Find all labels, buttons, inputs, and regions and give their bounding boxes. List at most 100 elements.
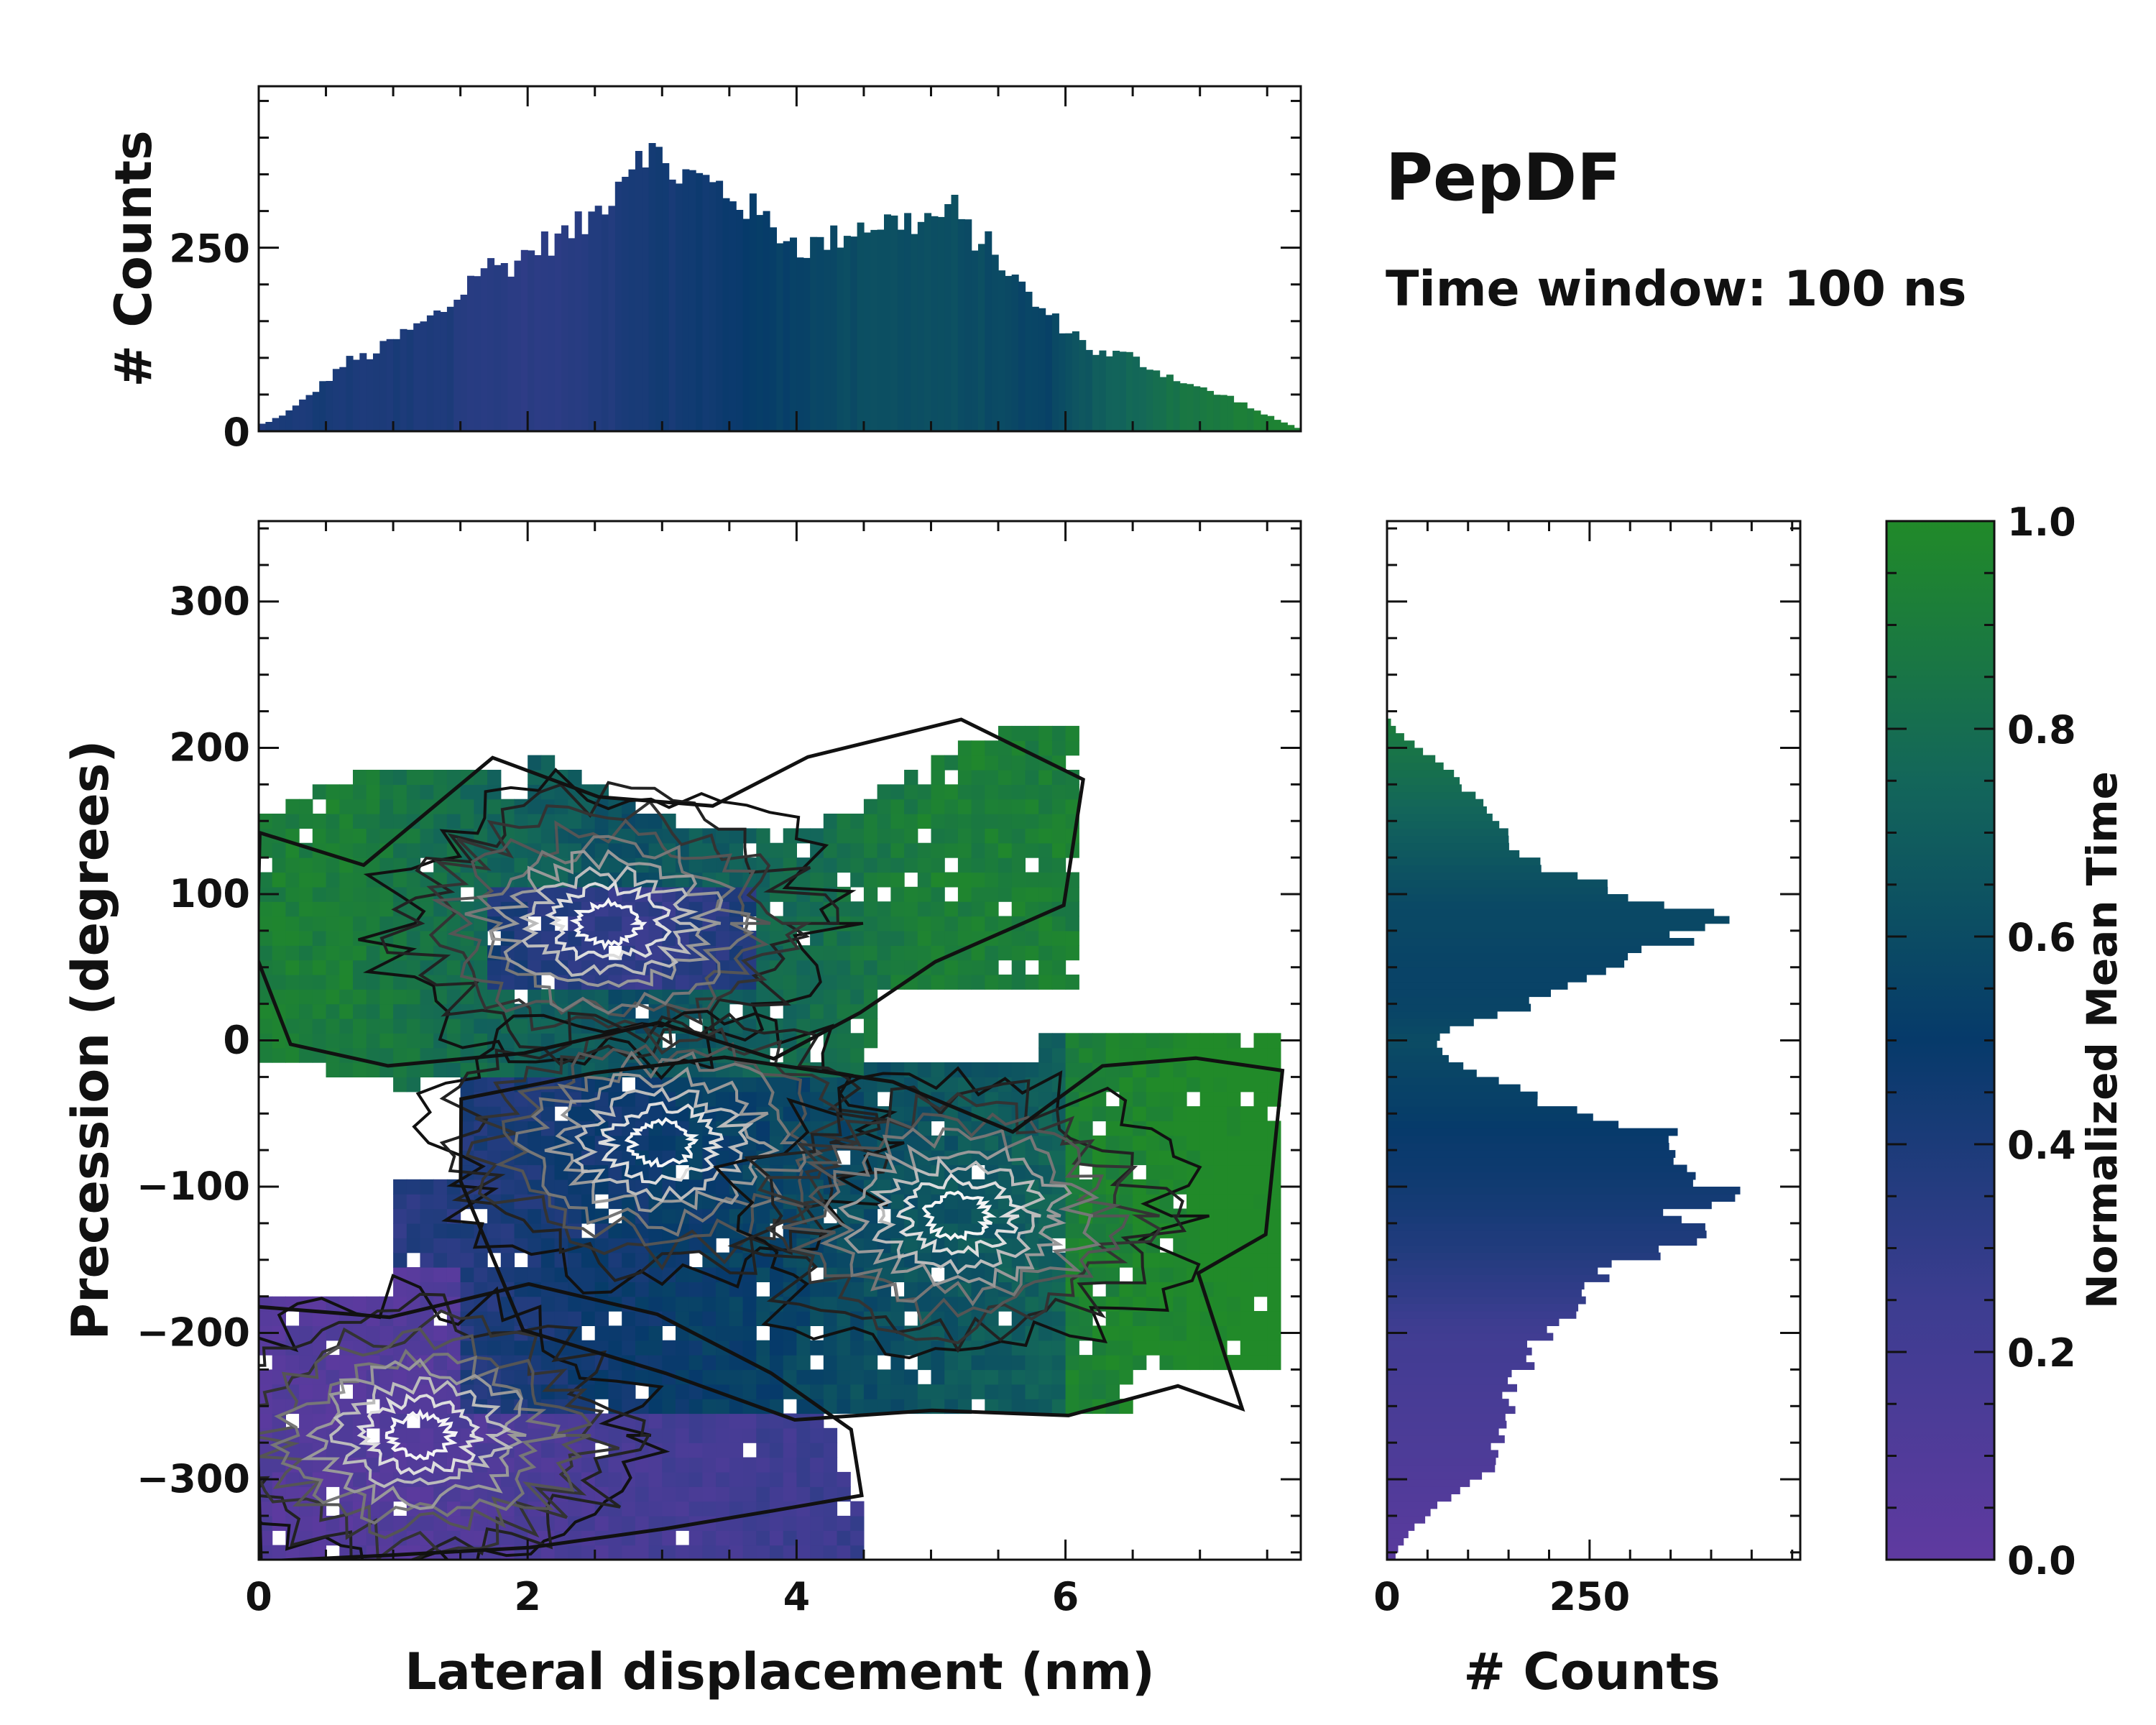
right-histogram-bar — [1387, 1340, 1527, 1348]
joint-map-cell — [326, 784, 340, 800]
joint-map-cell — [272, 989, 286, 1005]
joint-map-cell — [648, 1471, 663, 1487]
joint-map-cell — [1011, 1296, 1026, 1312]
joint-map-cell — [379, 857, 394, 873]
joint-map-cell — [1146, 1164, 1161, 1180]
joint-map-cell — [783, 1282, 797, 1297]
joint-map-cell — [742, 1545, 757, 1560]
joint-map-cell — [1133, 1252, 1147, 1268]
joint-map-cell — [393, 930, 407, 946]
top-histogram-bar — [359, 353, 367, 431]
joint-map-cell — [326, 1443, 340, 1458]
joint-map-cell — [1025, 872, 1039, 888]
joint-map-cell — [353, 886, 367, 902]
top-histogram-bar — [763, 211, 770, 431]
joint-map-cell — [460, 1340, 474, 1356]
joint-map-cell — [568, 770, 582, 785]
joint-map-cell — [622, 842, 636, 858]
joint-map-cell — [1079, 1047, 1093, 1063]
joint-map-cell — [1159, 1252, 1174, 1268]
joint-map-cell — [662, 1471, 676, 1487]
joint-map-cell — [796, 1427, 811, 1443]
joint-map-cell — [863, 814, 878, 829]
joint-map-cell — [1051, 1033, 1067, 1049]
joint-map-cell — [1025, 755, 1039, 770]
joint-map-cell — [1133, 1135, 1147, 1151]
joint-map-cell — [957, 1208, 972, 1224]
joint-map-cell — [1079, 1384, 1093, 1399]
joint-map-cell — [823, 872, 838, 888]
joint-map-cell — [770, 1530, 784, 1546]
joint-map-cell — [1025, 1296, 1039, 1312]
right-histogram-bar — [1387, 1245, 1659, 1254]
joint-map-cell — [1253, 1325, 1268, 1341]
joint-map-cell — [957, 916, 972, 932]
right-histogram-bar — [1387, 1486, 1460, 1494]
joint-map-cell — [460, 1427, 474, 1443]
joint-map-cell — [379, 1033, 394, 1049]
joint-map-cell — [688, 1471, 703, 1487]
joint-map-cell — [474, 1018, 488, 1034]
joint-map-cell — [285, 1018, 300, 1034]
joint-map-cell — [810, 1486, 824, 1502]
top-histogram-bar — [400, 328, 407, 431]
joint-map-cell — [702, 1545, 717, 1560]
top-histogram-bar — [1079, 340, 1087, 431]
joint-map-cell — [554, 1501, 568, 1517]
joint-map-cell — [1065, 930, 1079, 946]
joint-map-cell — [716, 1471, 730, 1487]
joint-map-cell — [770, 1545, 784, 1560]
joint-map-cell — [662, 1267, 676, 1282]
top-histogram-bar — [548, 255, 556, 431]
joint-map-cell — [420, 1047, 434, 1063]
joint-map-cell — [688, 1443, 703, 1458]
joint-map-cell — [285, 886, 300, 902]
top-histogram-bar — [877, 229, 885, 431]
joint-map-cell — [770, 1325, 784, 1341]
joint-map-cell — [1119, 1252, 1133, 1268]
joint-map-cell — [1253, 1340, 1268, 1356]
joint-map-cell — [1065, 1047, 1079, 1063]
top-histogram-bar — [1018, 281, 1026, 431]
joint-map-cell — [393, 1003, 407, 1019]
joint-map-cell — [783, 1530, 797, 1546]
top-histogram-bar — [1065, 333, 1073, 431]
joint-map-cell — [648, 1340, 663, 1356]
joint-map-cell — [1187, 1164, 1201, 1180]
joint-map-cell — [985, 916, 999, 932]
joint-map-cell — [1119, 1091, 1133, 1107]
joint-map-cell — [339, 842, 354, 858]
joint-map-cell — [1051, 1150, 1067, 1166]
joint-map-cell — [1105, 1340, 1120, 1356]
joint-map-cell — [863, 1033, 878, 1049]
top-histogram-bar — [581, 234, 589, 431]
joint-map-cell — [1213, 1179, 1227, 1195]
right-histogram-bar — [1387, 1172, 1696, 1180]
joint-map-cell — [1240, 1047, 1255, 1063]
joint-map-cell — [783, 974, 797, 990]
joint-map-cell — [837, 1471, 851, 1487]
joint-map-cell — [326, 1457, 340, 1473]
joint-map-cell — [1240, 1077, 1255, 1092]
joint-map-cell — [420, 1311, 434, 1326]
joint-map-cell — [863, 1238, 878, 1254]
joint-map-cell — [1119, 1311, 1133, 1326]
joint-map-cell — [796, 1340, 811, 1356]
right-histogram-bars — [1387, 718, 1741, 1560]
joint-map-cell — [863, 960, 878, 975]
top-histogram-bar — [1051, 313, 1059, 431]
joint-map-cell — [957, 960, 972, 975]
joint-map-cell — [1025, 842, 1039, 858]
joint-map-cell — [1038, 916, 1053, 932]
joint-map-cell — [1159, 1077, 1174, 1092]
joint-map-cell — [796, 1545, 811, 1560]
colorbar-frame — [1885, 520, 1996, 1561]
density-contour — [514, 1050, 807, 1237]
joint-map-cell — [796, 1515, 811, 1531]
joint-map-cell — [662, 1296, 676, 1312]
joint-map-cell — [810, 1311, 824, 1326]
joint-map-cell — [420, 1267, 434, 1282]
top-histogram-bar — [279, 415, 287, 431]
joint-map-cell — [850, 814, 865, 829]
joint-map-cell — [944, 784, 959, 800]
